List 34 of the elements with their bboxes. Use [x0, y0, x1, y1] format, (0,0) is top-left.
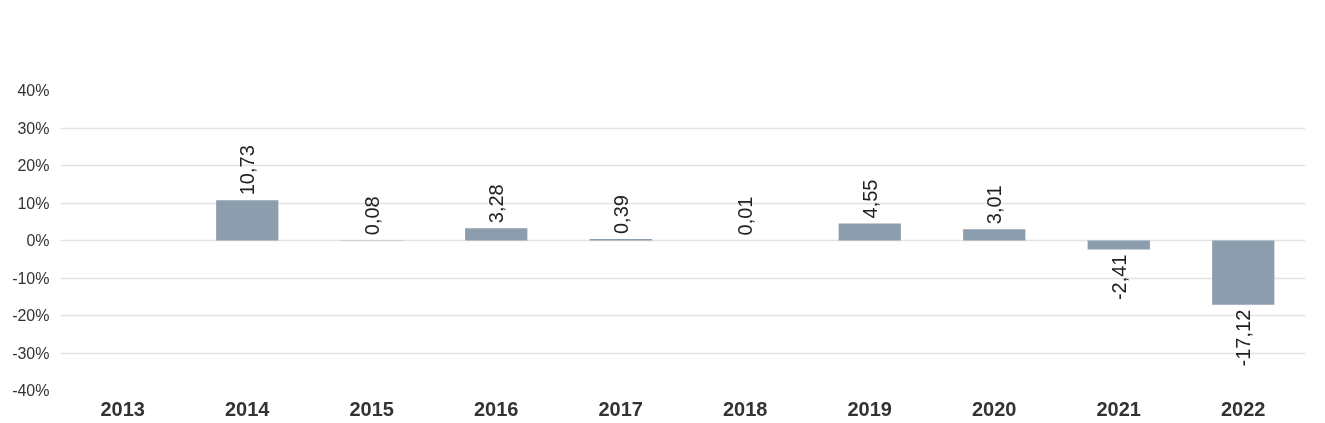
x-tick-label: 2020: [972, 397, 1017, 420]
x-tick-label: 2016: [474, 397, 519, 420]
data-label: 10,73: [236, 145, 259, 196]
x-tick-label: 2018: [723, 397, 768, 420]
y-tick-label: 40%: [17, 82, 50, 99]
data-label: -2,41: [1107, 254, 1130, 301]
data-label: -17,12: [1232, 309, 1255, 367]
x-tick-label: 2019: [847, 397, 892, 420]
bar: [216, 200, 279, 241]
bar: [1212, 240, 1275, 305]
x-tick-label: 2015: [349, 397, 394, 420]
y-tick-label: 30%: [17, 119, 50, 137]
x-tick-label: 2021: [1096, 397, 1141, 420]
bar: [1087, 240, 1150, 250]
y-tick-label: -10%: [12, 269, 50, 287]
y-tick-label: 10%: [17, 194, 50, 212]
y-tick-label: 0%: [26, 232, 50, 249]
data-label: 3,01: [983, 185, 1006, 225]
x-tick-label: 2017: [598, 397, 643, 420]
data-label: 0,08: [360, 196, 383, 236]
bar: [963, 229, 1026, 241]
data-label: 0,01: [734, 196, 757, 236]
data-label: 4,55: [858, 179, 881, 219]
bar: [838, 223, 901, 241]
x-tick-label: 2013: [100, 397, 145, 420]
y-tick-label: 20%: [17, 157, 50, 174]
bar: [465, 228, 528, 241]
data-label: 3,28: [485, 184, 508, 224]
y-tick-label: -40%: [12, 382, 50, 399]
y-tick-label: -20%: [12, 307, 50, 324]
x-tick-label: 2022: [1221, 397, 1266, 420]
x-tick-label: 2014: [225, 397, 271, 420]
data-label: 0,39: [609, 195, 632, 235]
y-tick-label: -30%: [12, 344, 50, 362]
